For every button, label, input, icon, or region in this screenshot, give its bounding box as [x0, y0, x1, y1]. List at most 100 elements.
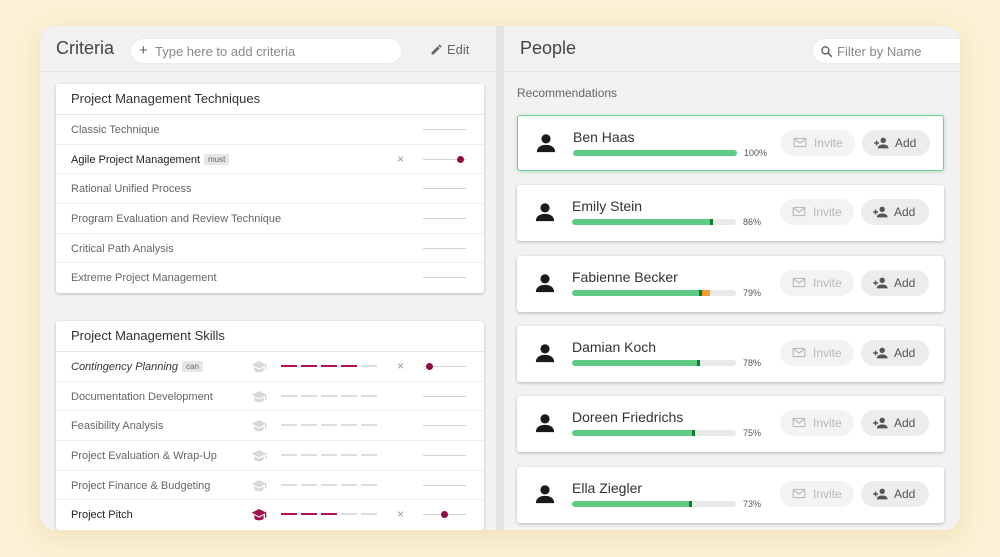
weight-slider[interactable] — [423, 277, 466, 279]
weight-slider[interactable] — [423, 188, 466, 190]
skill-level-bar[interactable] — [281, 365, 379, 367]
criteria-row[interactable]: Project Finance & Budgeting — [56, 471, 484, 501]
skill-level-bar[interactable] — [281, 454, 379, 457]
match-score-marker — [688, 500, 692, 507]
criteria-label-text: Rational Unified Process — [71, 183, 192, 196]
person-card[interactable]: Damian Koch 78% Invite Add — [517, 325, 944, 382]
person-name: Ella Ziegler — [572, 479, 643, 496]
edit-button[interactable]: Edit — [430, 42, 469, 57]
criteria-row[interactable]: Extreme Project Management — [56, 263, 484, 293]
criteria-row[interactable]: Classic Technique — [56, 115, 484, 145]
add-criteria-input[interactable]: + Type here to add criteria — [130, 38, 402, 64]
weight-slider-handle[interactable] — [441, 511, 448, 519]
skill-level-bar[interactable] — [281, 424, 379, 427]
skill-level-icon[interactable] — [251, 419, 267, 436]
skill-level-bar[interactable] — [281, 513, 379, 516]
criteria-tag: can — [182, 361, 203, 372]
weight-slider[interactable] — [423, 395, 466, 397]
criteria-label: Project Finance & Budgeting — [71, 480, 210, 492]
person-card[interactable]: Doreen Friedrichs 75% Invite Add — [517, 396, 944, 453]
weight-slider[interactable] — [423, 155, 466, 163]
criteria-group-card: Project Management Skills Contingency Pla… — [56, 321, 484, 530]
invite-button[interactable]: Invite — [780, 410, 854, 437]
weight-slider[interactable] — [423, 218, 466, 220]
graduation-cap-icon — [251, 509, 267, 521]
criteria-label-text: Project Finance & Budgeting — [71, 479, 211, 492]
remove-criteria-icon[interactable]: × — [397, 507, 405, 522]
skill-level-fill — [281, 365, 361, 367]
criteria-label-text: Extreme Project Management — [71, 272, 217, 285]
people-title: People — [520, 38, 577, 58]
weight-slider-handle[interactable] — [425, 363, 433, 370]
invite-button[interactable]: Invite — [780, 480, 854, 507]
criteria-row[interactable]: Project Pitch × — [56, 500, 484, 530]
person-name: Emily Stein — [572, 198, 643, 215]
invite-button[interactable]: Invite — [780, 199, 854, 226]
skill-level-icon[interactable] — [251, 360, 267, 377]
pane-divider[interactable] — [496, 26, 504, 530]
add-person-button[interactable]: Add — [861, 480, 929, 507]
skill-level-bar[interactable] — [281, 394, 379, 397]
missing-score-segment — [701, 289, 710, 296]
person-card[interactable]: Emily Stein 86% Invite Add — [517, 185, 944, 242]
person-card[interactable]: Ben Haas 100% Invite Add — [517, 115, 944, 171]
person-card[interactable]: Fabienne Becker 79% Invite Add — [517, 255, 944, 312]
weight-slider[interactable] — [423, 425, 466, 427]
skill-level-fill — [281, 513, 341, 516]
criteria-label: Documentation Development — [71, 391, 213, 403]
mail-icon — [792, 277, 806, 287]
criteria-label-text: Agile Project Management — [71, 153, 201, 166]
add-person-icon — [873, 488, 888, 499]
match-score-fill — [572, 500, 692, 507]
add-person-button[interactable]: Add — [861, 199, 929, 226]
graduation-cap-icon — [251, 390, 267, 403]
invite-button[interactable]: Invite — [781, 130, 855, 156]
criteria-row[interactable]: Rational Unified Process — [56, 174, 484, 205]
invite-label: Invite — [813, 345, 842, 360]
add-person-button[interactable]: Add — [861, 339, 929, 366]
invite-label: Invite — [813, 275, 842, 290]
match-score-marker — [696, 359, 700, 366]
criteria-row[interactable]: Feasibility Analysis — [56, 411, 484, 442]
weight-slider[interactable] — [423, 484, 466, 486]
match-percent: 79% — [743, 287, 762, 298]
criteria-row[interactable]: Project Evaluation & Wrap-Up — [56, 441, 484, 471]
criteria-row[interactable]: Documentation Development — [56, 382, 484, 412]
criteria-group-title: Project Management Techniques — [56, 84, 484, 115]
criteria-row[interactable]: Critical Path Analysis — [56, 234, 484, 264]
skill-level-icon[interactable] — [251, 508, 267, 525]
people-pane: People Filter by Name Recommendations Be… — [504, 26, 960, 530]
add-person-button[interactable]: Add — [861, 410, 929, 437]
add-label: Add — [894, 416, 916, 431]
remove-criteria-icon[interactable]: × — [397, 359, 405, 373]
criteria-label: Extreme Project Management — [71, 272, 217, 284]
match-percent: 86% — [743, 217, 762, 228]
skill-level-icon[interactable] — [251, 390, 267, 407]
weight-slider[interactable] — [423, 511, 466, 519]
criteria-label-text: Program Evaluation and Review Technique — [71, 213, 282, 226]
add-person-button[interactable]: Add — [861, 269, 929, 296]
app-window: Criteria + Type here to add criteria Edi… — [40, 26, 960, 530]
skill-level-icon[interactable] — [251, 479, 267, 496]
criteria-row[interactable]: Program Evaluation and Review Technique — [56, 204, 484, 234]
invite-button[interactable]: Invite — [780, 269, 854, 296]
criteria-label-text: Project Pitch — [71, 509, 133, 522]
skill-level-icon[interactable] — [251, 449, 267, 466]
weight-slider[interactable] — [423, 455, 466, 457]
weight-slider[interactable] — [423, 129, 466, 130]
add-label: Add — [894, 486, 916, 501]
add-person-button[interactable]: Add — [862, 130, 930, 156]
skill-level-bar[interactable] — [281, 483, 379, 486]
add-label: Add — [894, 205, 916, 220]
criteria-row[interactable]: Agile Project Management must × — [56, 145, 484, 175]
person-icon — [535, 414, 555, 433]
remove-criteria-icon[interactable]: × — [397, 151, 405, 166]
weight-slider[interactable] — [423, 363, 466, 370]
weight-slider[interactable] — [423, 247, 466, 249]
person-card[interactable]: Ella Ziegler 73% Invite Add — [517, 466, 944, 523]
weight-slider-handle[interactable] — [457, 155, 465, 163]
criteria-row[interactable]: Contingency Planning can × — [56, 352, 484, 382]
mail-icon — [792, 207, 806, 217]
filter-by-name-input[interactable]: Filter by Name — [812, 38, 960, 64]
invite-button[interactable]: Invite — [780, 339, 854, 366]
